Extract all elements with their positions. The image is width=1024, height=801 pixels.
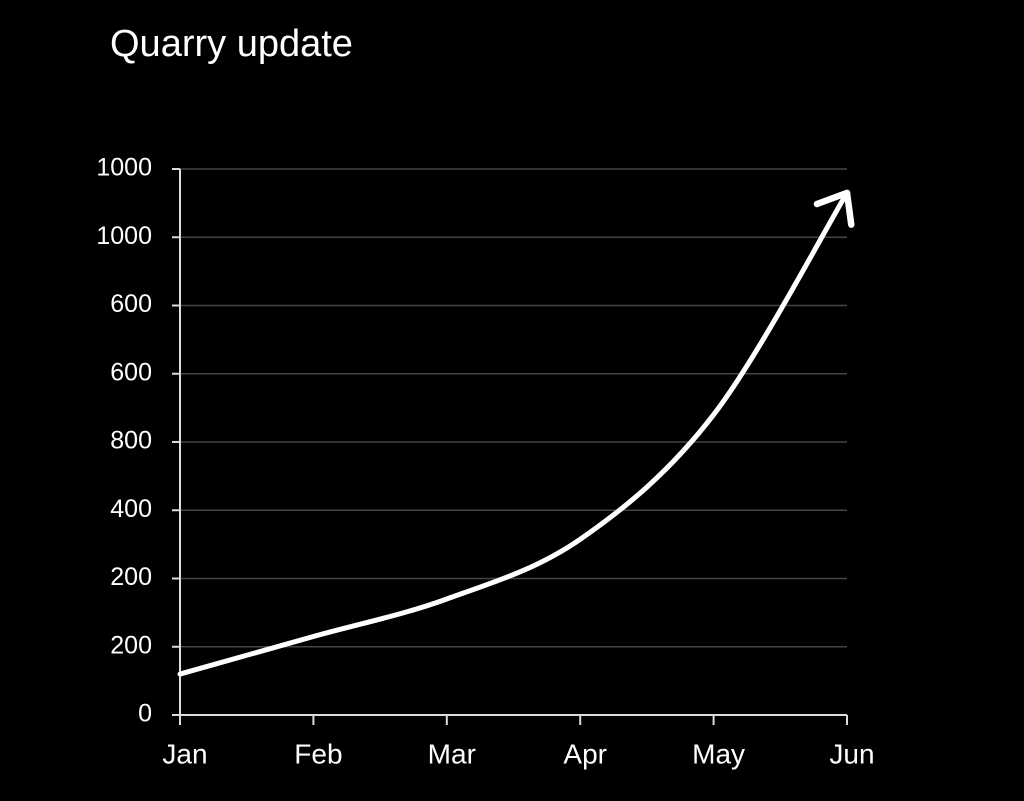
y-tick-label: 200 (110, 631, 152, 659)
x-tick-label: Mar (428, 738, 476, 769)
y-tick-label: 600 (110, 290, 152, 318)
x-tick-label: Jan (162, 738, 207, 769)
y-tick-label: 200 (110, 563, 152, 591)
y-tick-label: 800 (110, 427, 152, 455)
chart-title: Quarry update (110, 23, 353, 65)
y-tick-label: 400 (110, 495, 152, 523)
y-tick-label: 600 (110, 358, 152, 386)
x-tick-label: Feb (294, 738, 342, 769)
x-tick-label: May (692, 738, 745, 769)
y-tick-label: 1000 (96, 222, 152, 250)
x-tick-label: Apr (563, 738, 607, 769)
line (177, 189, 855, 677)
x-tick-label: Jun (829, 738, 874, 769)
y-tick-label: 0 (138, 700, 152, 728)
y-tick-label: 1000 (96, 154, 152, 182)
